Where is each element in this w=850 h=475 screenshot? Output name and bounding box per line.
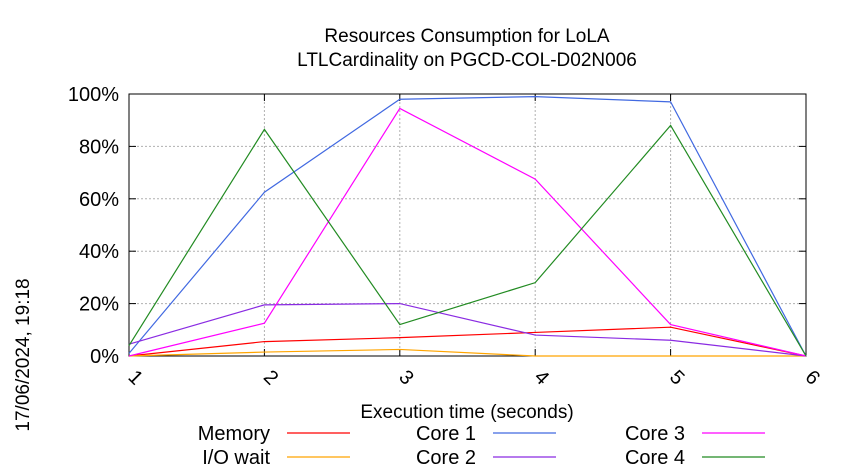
plot-frame	[128, 93, 807, 357]
x-axis-label: Execution time (seconds)	[360, 402, 573, 423]
x-tick-label: 6	[801, 366, 824, 389]
series-line-core-1	[128, 96, 807, 357]
grid	[128, 93, 807, 357]
y-tick-label: 40%	[79, 241, 119, 263]
series-line-memory	[128, 326, 807, 357]
y-tick-label: 0%	[90, 346, 119, 368]
y-tick-label: 60%	[79, 189, 119, 211]
legend-label-core-3: Core 3	[625, 423, 685, 445]
y-tick-label: 100%	[68, 84, 119, 106]
legend-label-memory: Memory	[198, 423, 270, 445]
y-tick-label: 80%	[79, 136, 119, 158]
x-tick-label: 2	[259, 366, 282, 389]
timestamp-label: 17/06/2024, 19:18	[13, 278, 34, 431]
y-tick-label: 20%	[79, 294, 119, 316]
y-axis: 0% 20% 40% 60% 80% 100%	[68, 84, 806, 368]
legend-label-core-1: Core 1	[416, 423, 476, 445]
x-tick-label: 5	[665, 366, 688, 389]
chart-subtitle: LTLCardinality on PGCD-COL-D02N006	[297, 50, 637, 71]
series-layer	[128, 96, 807, 357]
legend-label-i-o-wait: I/O wait	[202, 447, 270, 469]
series-line-core-4	[128, 124, 807, 357]
chart-title: Resources Consumption for LoLA	[324, 26, 609, 47]
series-line-core-3	[128, 107, 807, 357]
legend-label-core-4: Core 4	[625, 447, 685, 469]
legend-label-core-2: Core 2	[416, 447, 476, 469]
series-line-i-o-wait	[128, 348, 806, 357]
series-line-core-2	[128, 302, 807, 357]
x-tick-label: 1	[124, 366, 147, 389]
x-tick-label: 4	[530, 366, 553, 389]
x-tick-label: 3	[394, 366, 417, 389]
